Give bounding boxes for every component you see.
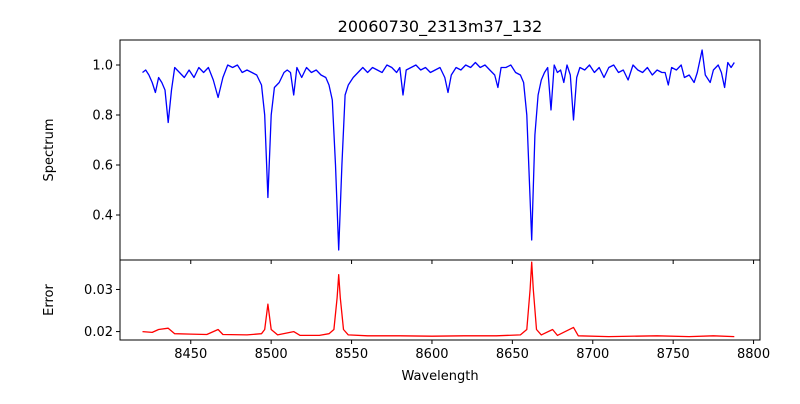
spectrum-line <box>142 49 735 251</box>
error-axes: 0.02 0.03 8450 8500 8550 8600 8650 8700 8750 8800 <box>84 259 770 362</box>
chart-title: 20060730_2313m37_132 <box>338 17 543 37</box>
x-tick-label: 8600 <box>415 347 448 362</box>
error-line <box>142 261 735 338</box>
x-tick-label: 8750 <box>657 347 690 362</box>
x-tick-label: 8550 <box>335 347 368 362</box>
x-tick-label: 8450 <box>174 347 207 362</box>
y-tick-label: 1.0 <box>92 59 113 74</box>
y-tick-label: 0.6 <box>92 159 113 174</box>
x-tick-label: 8800 <box>737 347 770 362</box>
spectrum-y-label: Spectrum <box>42 119 57 182</box>
x-axis-label: Wavelength <box>401 369 478 384</box>
y-tick-label: 0.8 <box>92 109 113 124</box>
x-tick-label: 8650 <box>496 347 529 362</box>
error-y-label: Error <box>42 284 57 316</box>
y-tick-label: 0.03 <box>84 283 113 298</box>
x-tick-label: 8500 <box>255 347 288 362</box>
y-tick-label: 0.4 <box>92 209 113 224</box>
spectrum-axes: 0.4 0.6 0.8 1.0 <box>92 39 761 264</box>
axes-frame <box>119 259 761 341</box>
x-tick-label: 8700 <box>576 347 609 362</box>
y-tick-label: 0.02 <box>84 325 113 340</box>
